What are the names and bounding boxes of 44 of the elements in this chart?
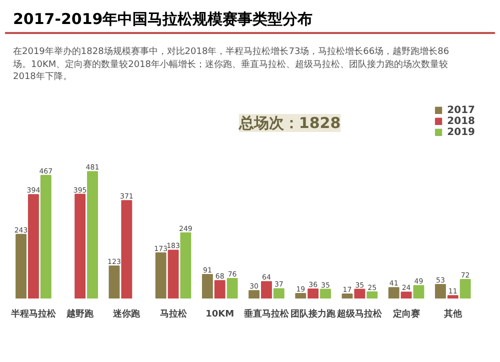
x-tick-label: 超级马拉松 — [336, 308, 384, 320]
x-tick-label: 垂直马拉松 — [242, 308, 290, 320]
chart-subtitle: 在2019年举办的1828场规模赛事中，对比2018年，半程马拉松增长73场，马拉松增长66场，越野跑增长86场。10KM、定向赛的数量较2018年小幅增长；迷你跑、垂直马拉松、超级马拉松、团队接力跑的场次数量较2018年下降。 — [13, 46, 450, 83]
bar — [168, 250, 179, 298]
bar — [248, 290, 260, 298]
bar — [121, 200, 132, 298]
bar — [460, 278, 471, 298]
bar — [226, 278, 238, 298]
bar — [295, 292, 306, 298]
x-tick-label: 马拉松 — [160, 308, 188, 320]
bar — [400, 292, 412, 298]
bar — [413, 284, 424, 298]
bar — [366, 291, 378, 298]
bar — [214, 280, 226, 298]
x-tick-label: 定向赛 — [392, 308, 420, 320]
bar — [320, 288, 331, 298]
bar — [87, 170, 98, 298]
bar — [180, 232, 192, 298]
bar — [155, 252, 166, 298]
bar — [28, 194, 39, 298]
bar — [273, 288, 284, 298]
legend-label: 2017 — [447, 104, 475, 116]
x-tick-label: 越野跑 — [66, 308, 95, 320]
bar — [447, 294, 458, 298]
bar — [434, 284, 446, 298]
bar — [342, 293, 353, 298]
x-tick-label: 半程马拉松 — [10, 308, 57, 320]
bar — [261, 280, 272, 298]
bar — [40, 174, 52, 298]
chart-title: 2017-2019年中国马拉松规模赛事类型分布 — [13, 9, 313, 30]
bar — [308, 288, 319, 298]
bar — [388, 287, 400, 298]
legend-label: 2018 — [447, 116, 475, 127]
legend-label: 2019 — [447, 126, 475, 138]
x-tick-label: 迷你跑 — [112, 308, 142, 320]
bar — [354, 288, 366, 298]
x-tick-label: 其他 — [442, 308, 463, 320]
bar — [16, 234, 27, 298]
bar — [74, 194, 86, 298]
bar — [108, 265, 120, 298]
x-tick-label: 团队接力跑 — [290, 308, 337, 320]
bar — [202, 274, 213, 298]
x-tick-label: 10KM — [206, 309, 234, 320]
text: 总场次：1828 — [238, 114, 341, 132]
